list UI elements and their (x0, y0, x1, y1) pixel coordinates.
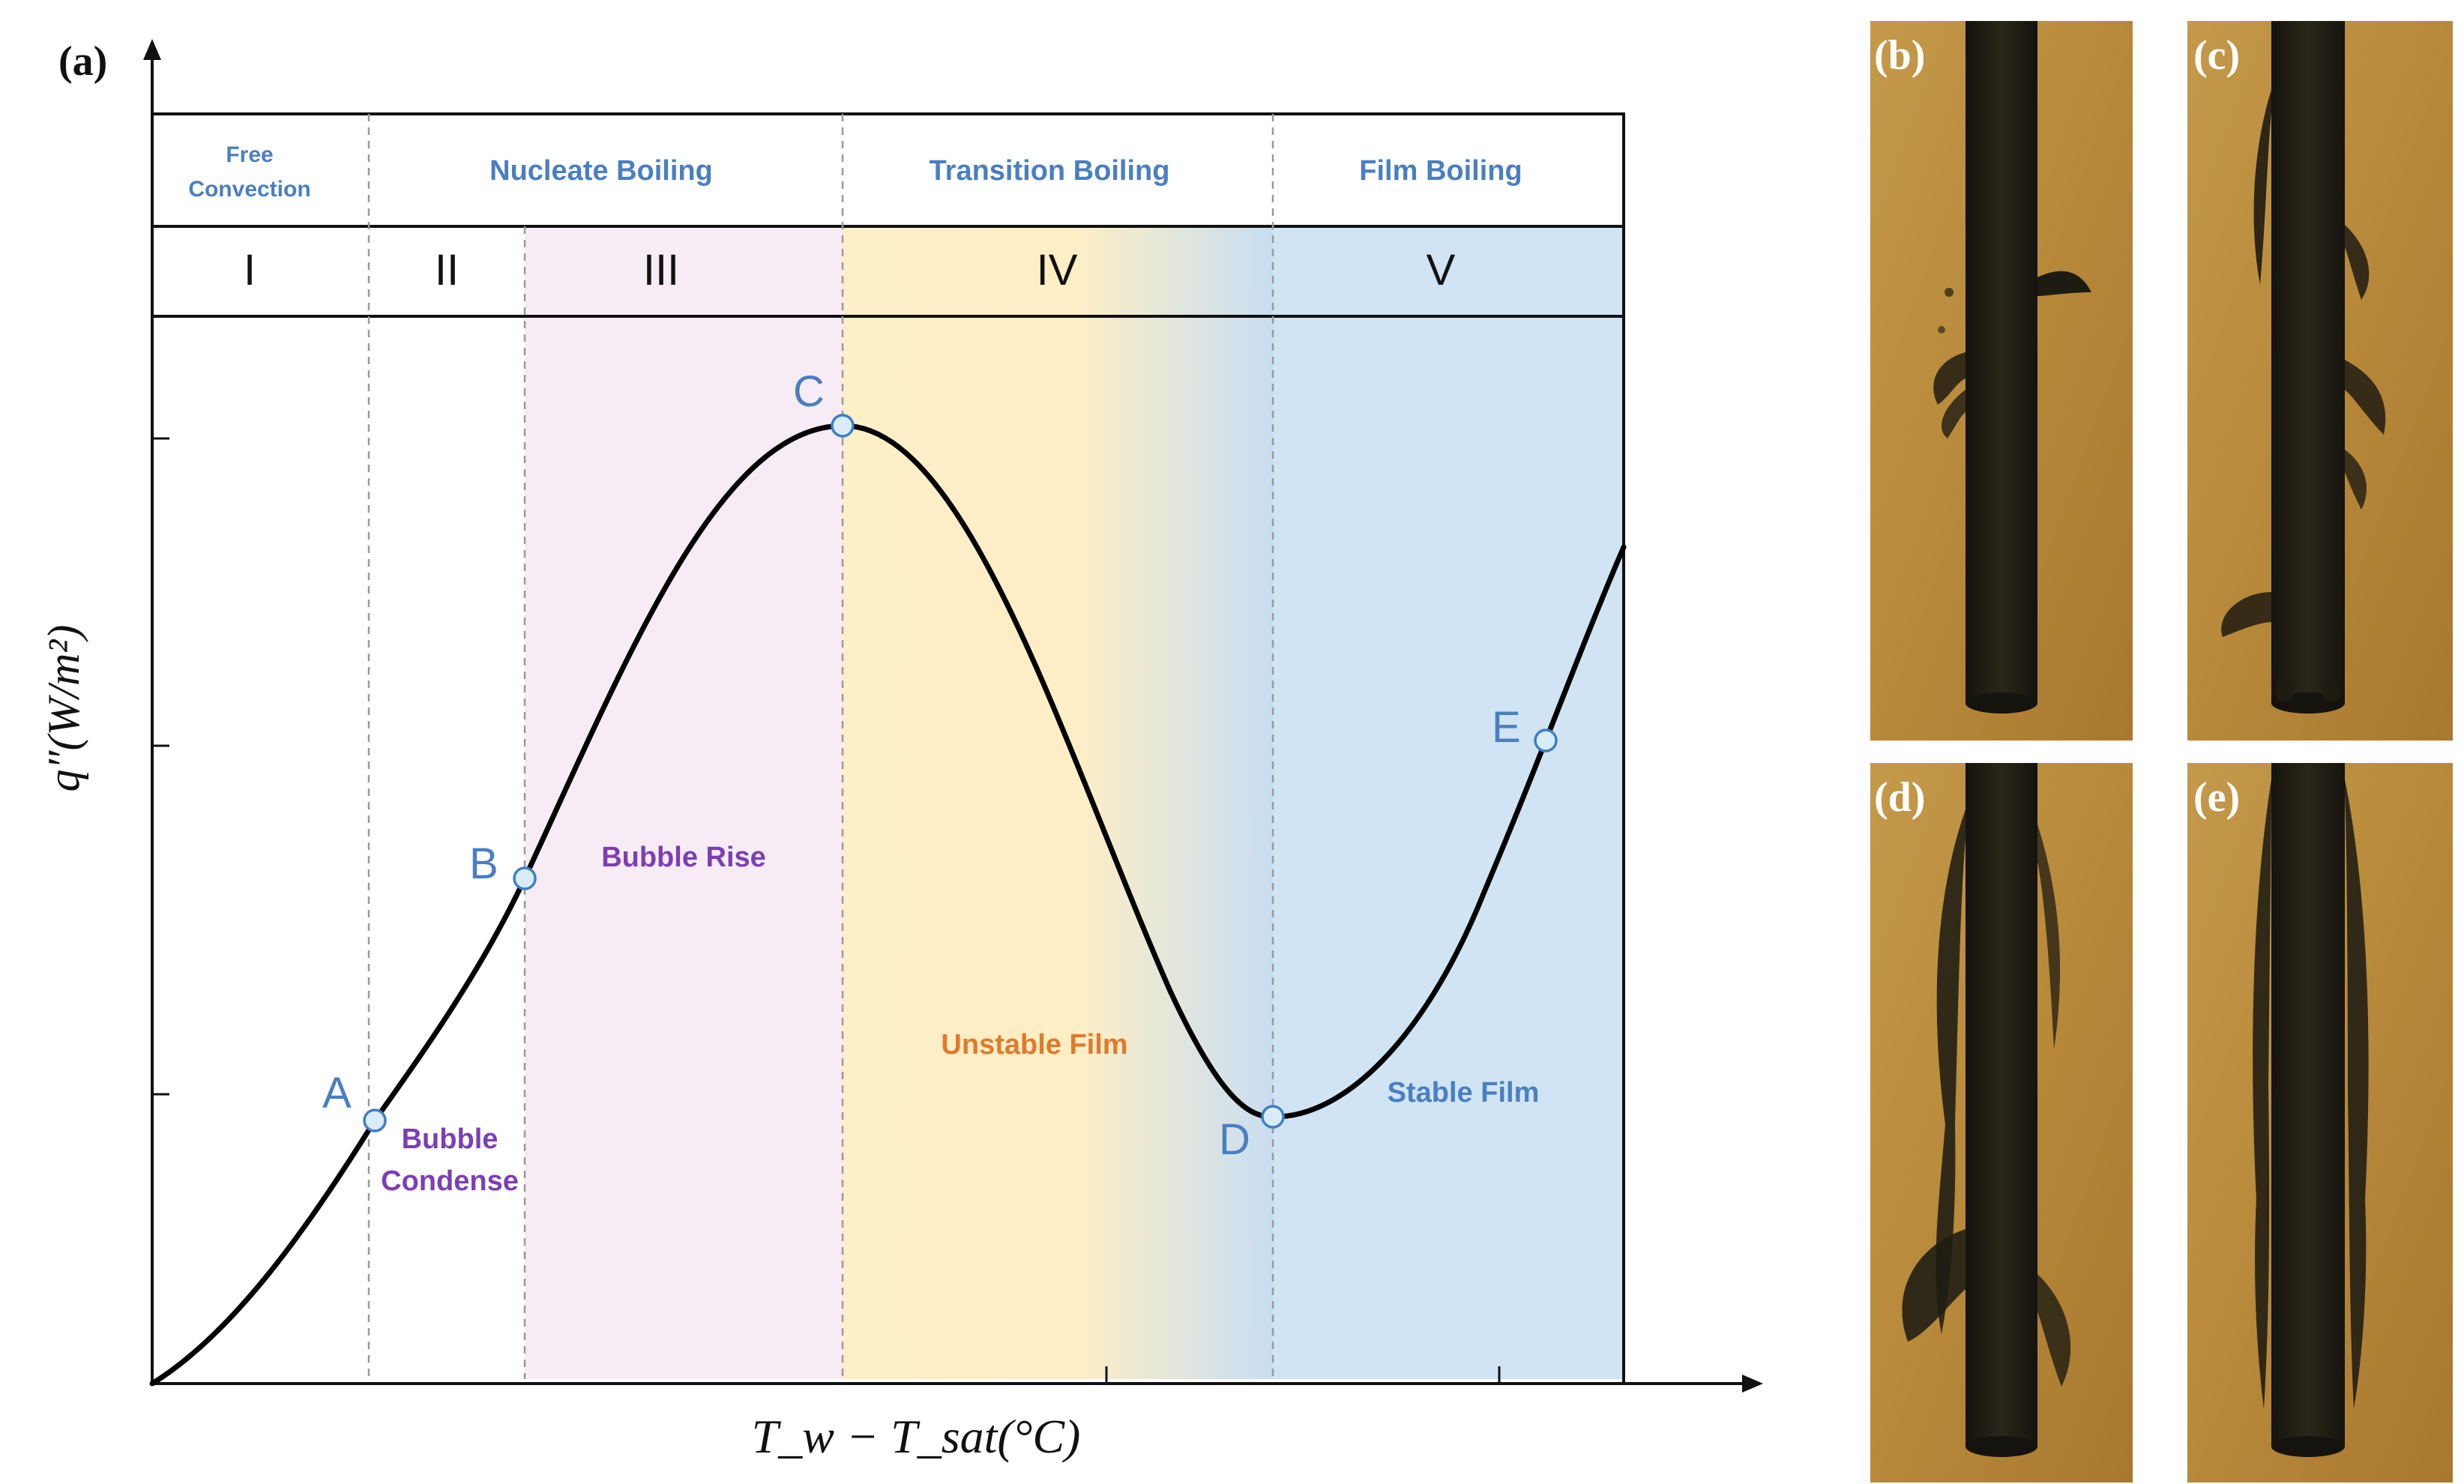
zone-iii-background (525, 225, 843, 1379)
point-e-marker (1534, 729, 1558, 752)
y-axis-arrowhead (143, 39, 161, 60)
annotation-condense: Condense (381, 1165, 519, 1197)
regime-nucleate-boiling: Nucleate Boiling (490, 155, 713, 187)
annotation-unstable-film: Unstable Film (941, 1029, 1127, 1061)
boiling-curve (149, 423, 1627, 1387)
photo-panel-b (1870, 21, 2133, 741)
point-a-marker (363, 1109, 387, 1132)
x-axis-label: T_w − T_sat(°C) (752, 1410, 1081, 1463)
point-a-label: A (322, 1069, 352, 1117)
annotation-stable-film: Stable Film (1388, 1077, 1540, 1109)
x-axis (152, 1366, 1763, 1393)
panel-label-d: (d) (1874, 774, 1925, 821)
point-d-marker (1261, 1105, 1285, 1129)
panel-label-b: (b) (1874, 32, 1925, 79)
y-axis-label: q″(W/m²) (39, 625, 88, 792)
zone-label-iv: IV (1037, 246, 1078, 295)
photo-panel-c (2187, 21, 2453, 741)
heater-rod (2271, 21, 2345, 705)
panel-label-c: (c) (2193, 32, 2240, 79)
point-b-label: B (469, 839, 498, 888)
annotation-bubble: Bubble (402, 1123, 498, 1155)
point-c-marker (831, 414, 855, 438)
zone-label-iii: III (643, 246, 679, 295)
x-axis-arrowhead (1742, 1375, 1763, 1393)
point-b-marker (513, 866, 537, 890)
heater-rod (2271, 763, 2345, 1447)
photo-panel-d (1870, 763, 2133, 1483)
panel-label-a: (a) (58, 38, 107, 85)
photo-panel-e (2187, 763, 2453, 1483)
regime-free-convection-line1: Free (226, 142, 273, 167)
zone-label-i: I (244, 246, 256, 295)
zone-v-background (1273, 225, 1624, 1379)
point-c-label: C (793, 367, 825, 416)
zone-label-v: V (1427, 246, 1456, 295)
heater-rod (1966, 763, 2037, 1447)
point-d-label: D (1219, 1115, 1250, 1164)
panel-label-e: (e) (2193, 774, 2240, 821)
regime-transition-boiling: Transition Boiling (930, 155, 1170, 187)
regime-film-boiling: Film Boiling (1359, 155, 1522, 187)
heater-rod (1966, 21, 2037, 705)
regime-free-convection-line2: Convection (188, 177, 310, 202)
zone-iv-background (843, 225, 1273, 1379)
point-e-label: E (1492, 703, 1521, 752)
zone-boundaries (367, 114, 1274, 1379)
zone-label-ii: II (435, 246, 459, 295)
annotation-bubble-rise: Bubble Rise (601, 842, 766, 873)
y-axis (143, 39, 169, 1384)
